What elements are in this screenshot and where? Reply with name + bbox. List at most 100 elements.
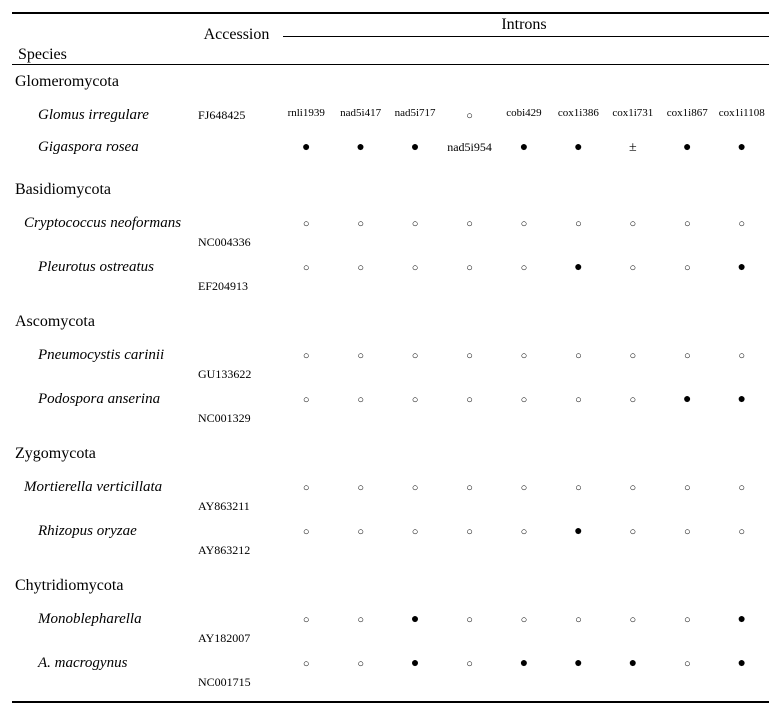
intron-cell: ● (497, 140, 551, 155)
intron-cell: ○ (279, 216, 333, 231)
intron-cell: ○ (606, 260, 660, 275)
intron-cell: ● (279, 140, 333, 155)
intron-cell: ○ (660, 656, 714, 671)
intron-cell: ○ (279, 348, 333, 363)
intron-cell: ○ (715, 216, 769, 231)
intron-cell: ○ (551, 612, 605, 627)
species-name: A. macrogynus (12, 655, 194, 672)
introns-underline (283, 36, 769, 37)
accession-row: AY863211 (12, 497, 769, 515)
intron-cell: ○ (442, 260, 496, 275)
introns-label: Introns (279, 14, 769, 36)
accession-row: NC004336 (12, 233, 769, 251)
intron-cell: ○ (497, 348, 551, 363)
intron-cell: ○ (606, 524, 660, 539)
group-name-row: Basidiomycota (12, 173, 769, 207)
intron-cell: cox1i1108 (715, 108, 769, 123)
table-header: Species Accession Introns (12, 14, 769, 64)
intron-cell: ○ (442, 348, 496, 363)
intron-cell: ○ (333, 480, 387, 495)
intron-cell: ● (551, 656, 605, 671)
accession-cell: NC004336 (194, 235, 279, 250)
intron-cell: ○ (279, 524, 333, 539)
accession-cell: GU133622 (194, 367, 279, 382)
intron-cell: ● (333, 140, 387, 155)
intron-cell: ○ (497, 480, 551, 495)
group-name-row: Zygomycota (12, 437, 769, 471)
intron-cell: ○ (333, 612, 387, 627)
intron-cell: ● (388, 612, 442, 627)
table-row: Glomus irregulareFJ648425rnli1939nad5i41… (12, 99, 769, 131)
intron-cell: ● (497, 656, 551, 671)
intron-cell: ○ (497, 524, 551, 539)
species-name: Mortierella verticillata (12, 479, 194, 496)
intron-cell: ○ (388, 392, 442, 407)
intron-cell: ○ (333, 392, 387, 407)
species-name: Glomus irregulare (12, 107, 194, 124)
intron-cell: ○ (660, 216, 714, 231)
group-name: Chytridiomycota (12, 577, 123, 595)
species-name: Podospora anserina (12, 391, 194, 408)
intron-cell: ● (660, 140, 714, 155)
intron-cell: ○ (442, 656, 496, 671)
intron-cell: ○ (497, 392, 551, 407)
intron-cell: ○ (551, 392, 605, 407)
intron-cell: ○ (606, 392, 660, 407)
accession-row: AY863212 (12, 541, 769, 559)
intron-cell: ○ (551, 480, 605, 495)
species-name: Rhizopus oryzae (12, 523, 194, 540)
group-block: ChytridiomycotaMonoblepharella○○●○○○○○●A… (12, 569, 769, 701)
intron-cell: ○ (660, 480, 714, 495)
group-name: Basidiomycota (12, 181, 111, 199)
intron-cell: ○ (497, 612, 551, 627)
intron-cell: ○ (442, 612, 496, 627)
intron-cells: ○○○○○○○○○ (279, 480, 769, 495)
intron-cell: ○ (551, 216, 605, 231)
species-name: Pneumocystis carinii (12, 347, 194, 364)
species-name: Pleurotus ostreatus (12, 259, 194, 276)
intron-cell: ● (660, 392, 714, 407)
intron-cell: ○ (279, 656, 333, 671)
group-name: Zygomycota (12, 445, 96, 463)
intron-cells: ●●●nad5i954●●±●● (279, 140, 769, 155)
intron-cell: ○ (497, 216, 551, 231)
col-introns: Introns (279, 14, 769, 37)
intron-cell: ○ (660, 260, 714, 275)
group-block: GlomeromycotaGlomus irregulareFJ648425rn… (12, 65, 769, 173)
intron-cells: ○○●○●●●○● (279, 656, 769, 671)
intron-cell: ○ (442, 392, 496, 407)
intron-cell: ● (715, 656, 769, 671)
intron-cell: ○ (333, 524, 387, 539)
intron-cell: ○ (333, 656, 387, 671)
intron-cell: ○ (279, 480, 333, 495)
intron-cell: ○ (660, 348, 714, 363)
intron-cell: ○ (388, 348, 442, 363)
intron-cell: ○ (715, 348, 769, 363)
intron-cell: ○ (606, 612, 660, 627)
intron-cell: ○ (279, 612, 333, 627)
intron-cell: ● (715, 260, 769, 275)
intron-cell: cox1i731 (606, 108, 660, 123)
accession-cell: NC001329 (194, 411, 279, 426)
intron-cells: ○○○○○○○○○ (279, 348, 769, 363)
intron-cell: ● (551, 260, 605, 275)
intron-cell: ○ (442, 524, 496, 539)
group-name: Ascomycota (12, 313, 95, 331)
intron-cell: ○ (606, 216, 660, 231)
intron-cell: ○ (279, 260, 333, 275)
group-block: BasidiomycotaCryptococcus neoformans○○○○… (12, 173, 769, 305)
intron-cell: ○ (333, 260, 387, 275)
intron-cell: ○ (660, 612, 714, 627)
accession-cell: AY863212 (194, 543, 279, 558)
intron-cell: cobi429 (497, 108, 551, 123)
col-accession: Accession (194, 14, 279, 44)
intron-cell: ● (715, 140, 769, 155)
group-block: AscomycotaPneumocystis carinii○○○○○○○○○G… (12, 305, 769, 437)
intron-cell: ○ (388, 524, 442, 539)
intron-cell: ● (715, 612, 769, 627)
intron-cells: ○○○○○●○○○ (279, 524, 769, 539)
accession-row: EF204913 (12, 277, 769, 295)
intron-cells: ○○●○○○○○● (279, 612, 769, 627)
intron-cell: ± (606, 140, 660, 155)
intron-cells: ○○○○○○○●● (279, 392, 769, 407)
